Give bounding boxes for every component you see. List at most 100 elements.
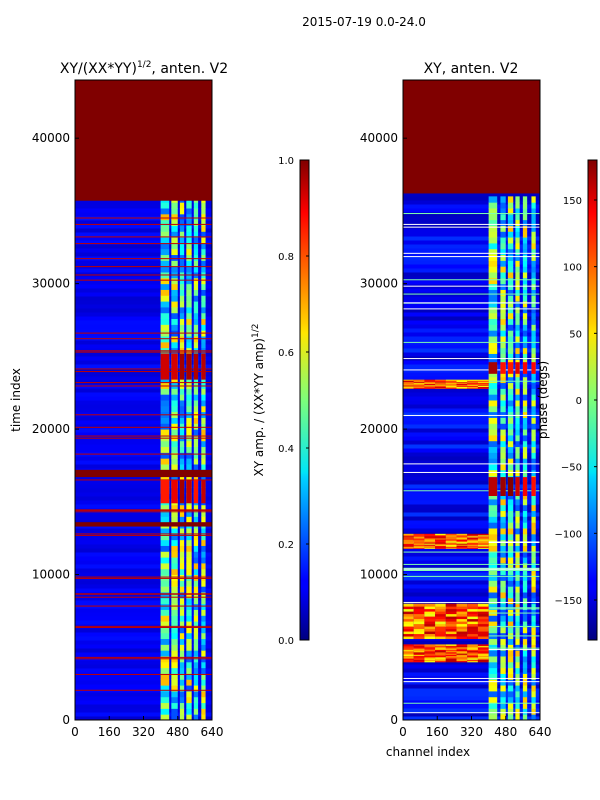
heatmap-patch: [467, 653, 478, 655]
heatmap-row: [403, 192, 540, 197]
heatmap-column-cell: [201, 324, 206, 331]
heatmap-line: [403, 252, 540, 254]
heatmap-column-cell: [522, 667, 528, 674]
heatmap-patch: [424, 380, 436, 383]
heatmap-patch: [413, 653, 425, 655]
heatmap-column-cell: [193, 545, 199, 552]
heatmap-row: [403, 428, 540, 433]
heatmap-column-cell: [522, 266, 528, 273]
heatmap-column-cell: [515, 626, 520, 634]
heatmap-column-cell: [507, 301, 514, 308]
heatmap-row: [75, 628, 212, 633]
heatmap-patch: [413, 535, 425, 538]
heatmap-column-cell: [522, 615, 528, 622]
heatmap-column-cell: [186, 574, 192, 581]
heatmap-patch: [477, 543, 489, 545]
heatmap-patch: [477, 611, 489, 615]
heatmap-burst: [193, 353, 199, 380]
heatmap-column-cell: [160, 458, 170, 465]
heatmap-column-cell: [488, 458, 498, 465]
heatmap-column-cell: [179, 423, 185, 430]
heatmap-row: [75, 200, 212, 205]
y-tick-label: 10000: [32, 568, 70, 582]
heatmap-column-cell: [531, 213, 536, 221]
heatmap-column-cell: [179, 557, 185, 564]
heatmap-patch: [467, 380, 478, 382]
heatmap-row: [403, 688, 540, 693]
heatmap-patch: [456, 384, 468, 386]
amp-title-sup: 1/2: [137, 60, 151, 70]
heatmap-patch: [456, 380, 468, 383]
heatmap-column-cell: [201, 394, 206, 401]
heatmap-patch: [435, 659, 446, 662]
heatmap-line: [75, 274, 212, 276]
heatmap-column-cell: [201, 231, 206, 238]
heatmap-patch: [435, 380, 446, 382]
heatmap-column-cell: [201, 696, 206, 704]
heatmap-patch: [435, 655, 446, 658]
heatmap-patch: [413, 383, 425, 385]
heatmap-column-cell: [515, 498, 520, 506]
heatmap-line: [75, 625, 212, 627]
heatmap-column-cell: [186, 400, 192, 407]
heatmap-column-cell: [500, 702, 506, 709]
heatmap-patch: [403, 656, 414, 659]
heatmap-column-cell: [186, 603, 192, 610]
heatmap-patch: [413, 381, 425, 383]
heatmap-column-cell: [522, 597, 528, 605]
y-tick-label: 40000: [360, 131, 398, 145]
heatmap-column-cell: [507, 411, 514, 418]
heatmap-column-cell: [201, 400, 206, 407]
heatmap-column-cell: [531, 714, 536, 720]
heatmap-column-cell: [201, 219, 206, 226]
amp-ylabel: time index: [9, 368, 23, 432]
heatmap-patch: [424, 628, 436, 632]
heatmap-column-cell: [179, 551, 185, 558]
heatmap-patch: [435, 534, 446, 537]
heatmap-patch: [424, 535, 436, 538]
heatmap-column-cell: [171, 696, 178, 704]
heatmap-column-cell: [515, 452, 520, 459]
heatmap-column-cell: [171, 306, 178, 314]
heatmap-column-cell: [522, 237, 528, 244]
heatmap-column-cell: [531, 498, 536, 506]
heatmap-patch: [424, 386, 436, 388]
heatmap-column-cell: [193, 597, 199, 605]
heatmap-column-cell: [507, 272, 514, 279]
heatmap-column-cell: [488, 260, 498, 267]
heatmap-line: [75, 656, 212, 658]
heatmap-column-cell: [160, 632, 170, 640]
heatmap-row: [403, 576, 540, 581]
heatmap-patch: [445, 381, 457, 383]
heatmap-patch: [467, 636, 478, 640]
heatmap-column-cell: [171, 609, 178, 616]
heatmap-patch: [445, 536, 457, 539]
heatmap-row: [75, 572, 212, 577]
heatmap-column-cell: [179, 609, 185, 616]
heatmap-column-cell: [531, 667, 536, 674]
heatmap-patch: [413, 618, 425, 622]
heatmap-column-cell: [160, 341, 170, 349]
heatmap-column-cell: [179, 208, 185, 215]
heatmap-patch: [477, 656, 489, 659]
heatmap-patch: [424, 613, 436, 617]
heatmap-column-cell: [515, 580, 520, 587]
heatmap-column-cell: [531, 638, 536, 645]
heatmap-patch: [477, 659, 489, 662]
heatmap-column-cell: [522, 400, 528, 407]
heatmap-patch: [435, 648, 446, 650]
heatmap-column-cell: [500, 522, 506, 529]
heatmap-patch: [435, 613, 446, 617]
colorbar-tick-label: −100: [555, 529, 582, 540]
heatmap-column-cell: [160, 254, 170, 261]
heatmap-line: [75, 509, 212, 511]
heatmap-column-cell: [179, 341, 185, 349]
heatmap-row: [75, 408, 212, 413]
heatmap-patch: [477, 386, 489, 388]
heatmap-column-cell: [507, 452, 514, 459]
heatmap-column-cell: [522, 283, 528, 290]
heatmap-patch: [403, 653, 414, 655]
heatmap-patch: [424, 540, 436, 542]
heatmap-column-cell: [186, 388, 192, 395]
heatmap-patch: [413, 650, 425, 653]
